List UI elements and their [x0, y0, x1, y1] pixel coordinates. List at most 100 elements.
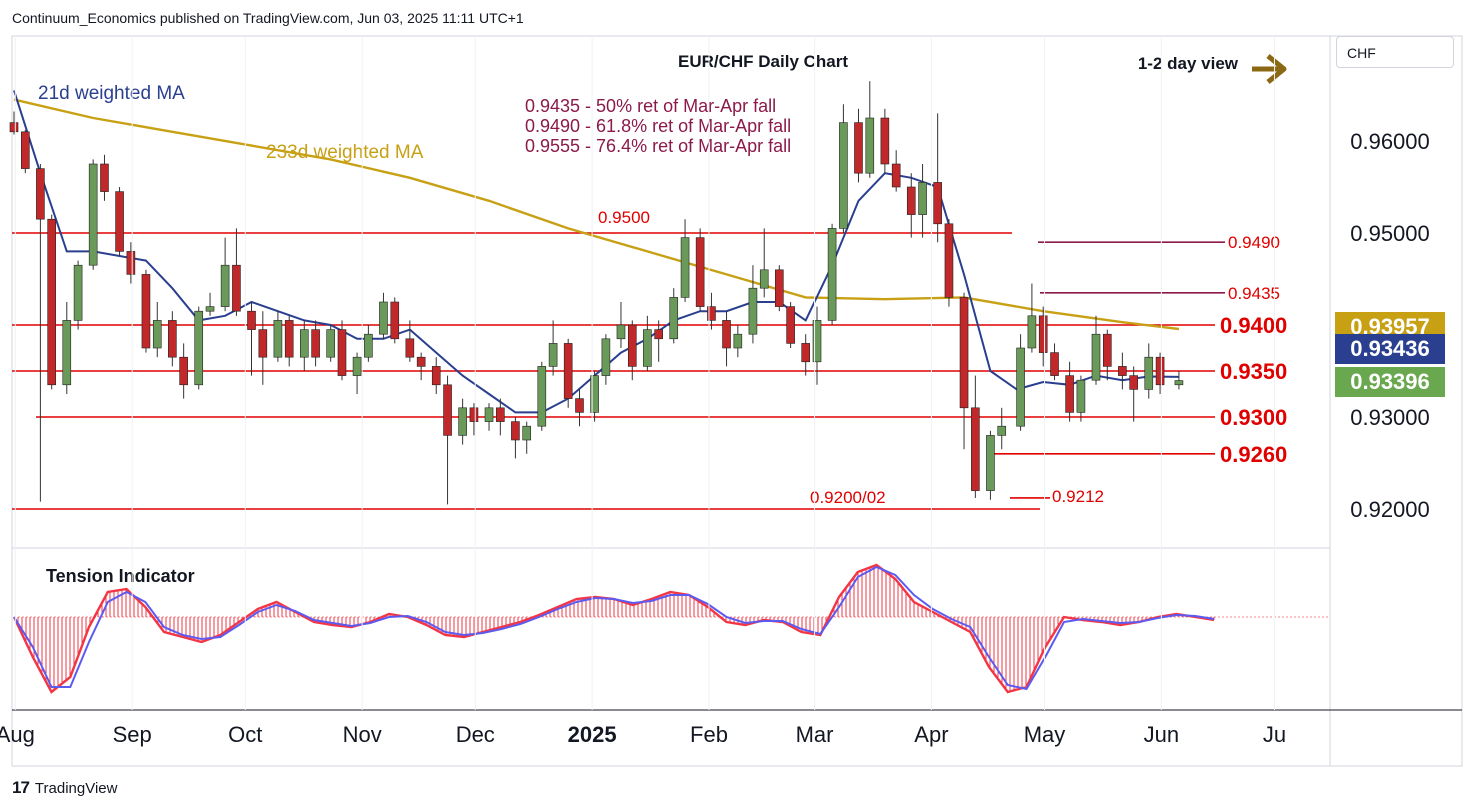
candle-body: [680, 237, 690, 298]
price-badge-label: 0.93396: [1350, 369, 1430, 394]
candle-body: [431, 366, 441, 386]
candle-body: [1144, 356, 1154, 390]
level-label: 0.9435: [1228, 284, 1280, 303]
candle-body: [654, 329, 663, 340]
candle-body: [194, 310, 204, 386]
candle-body: [326, 329, 335, 358]
candle-body: [152, 320, 162, 349]
price-badge: [1335, 334, 1445, 364]
candle-body: [115, 191, 124, 252]
candle-body: [1050, 352, 1059, 376]
candle-body: [311, 329, 320, 358]
candle-body: [141, 274, 151, 349]
currency-selector[interactable]: CHF: [1336, 36, 1454, 68]
candle-body: [405, 338, 415, 358]
candle-body: [205, 306, 215, 312]
candle-body: [511, 421, 520, 441]
candle-body: [933, 182, 942, 225]
candle-body: [827, 228, 837, 321]
candle-body: [443, 384, 452, 436]
candle-body: [496, 407, 505, 422]
tradingview-brand-label: TradingView: [34, 779, 118, 797]
candle-body: [786, 306, 795, 344]
candle-body: [62, 320, 72, 386]
candle-body: [258, 329, 268, 358]
candle-body: [733, 333, 743, 349]
level-label: 0.9300: [1220, 405, 1287, 430]
level-label: 0.9212: [1052, 487, 1104, 506]
candle-body: [669, 297, 679, 340]
candle-body: [379, 301, 388, 335]
candle-body: [1118, 366, 1127, 376]
candle-body: [1155, 356, 1165, 386]
right-arrow-icon: [1252, 54, 1287, 84]
candle-body: [1091, 333, 1101, 381]
candle-body: [36, 168, 45, 220]
x-tick-label: Aug: [0, 722, 35, 747]
candle-body: [352, 356, 362, 376]
candle-body: [997, 425, 1007, 436]
candle-body: [1174, 380, 1184, 386]
view-label: 1-2 day view: [1138, 54, 1239, 73]
y-tick-label: 0.92000: [1350, 497, 1430, 522]
candle-body: [971, 407, 980, 491]
x-tick-label: Nov: [343, 722, 382, 747]
candle-body: [1076, 379, 1086, 413]
published-by-header: Continuum_Economics published on Trading…: [12, 10, 524, 26]
candle-body: [484, 407, 494, 422]
candle-body: [232, 264, 241, 312]
candle-body: [469, 407, 479, 422]
candle-body: [179, 356, 188, 386]
candle-body: [695, 237, 705, 307]
fib-annotation: 0.9555 - 76.4% ret of Mar-Apr fall: [525, 136, 791, 156]
candle-body: [759, 269, 769, 289]
tension-title: Tension Indicator: [46, 566, 195, 586]
candle-body: [643, 329, 652, 367]
candle-body: [1065, 375, 1074, 413]
level-label: 0.9500: [598, 208, 650, 227]
candle-body: [616, 324, 626, 340]
candle-body: [299, 329, 309, 358]
candle-body: [458, 407, 467, 436]
candle-body: [880, 117, 890, 165]
candle-body: [47, 218, 57, 386]
candle-body: [906, 186, 916, 215]
x-tick-label: Ju: [1263, 722, 1286, 747]
x-tick-label: Dec: [456, 722, 495, 747]
candle-body: [273, 320, 283, 358]
candle-body: [537, 366, 547, 427]
x-tick-label: Sep: [113, 722, 152, 747]
candle-body: [590, 375, 599, 413]
y-tick-label: 0.95000: [1350, 221, 1430, 246]
price-badge-label: 0.93436: [1350, 336, 1430, 361]
candle-body: [364, 333, 373, 358]
ma233-line: [13, 98, 1180, 331]
candle-body: [891, 163, 901, 188]
level-label: 0.9400: [1220, 313, 1287, 338]
candle-body: [247, 310, 256, 330]
candle-body: [812, 320, 822, 363]
tradingview-logo-icon: 17: [12, 778, 30, 797]
x-tick-label: Mar: [796, 722, 834, 747]
candle-body: [775, 269, 784, 307]
tension-signal-line: [13, 565, 1215, 691]
candle-body: [337, 329, 347, 376]
fib-annotation: 0.9435 - 50% ret of Mar-Apr fall: [525, 96, 776, 116]
candle-body: [918, 182, 927, 215]
candle-body: [575, 398, 584, 413]
x-tick-label: Apr: [914, 722, 948, 747]
candle-body: [416, 356, 426, 367]
x-tick-label: Oct: [228, 722, 262, 747]
tradingview-footer[interactable]: 17 TradingView: [12, 778, 117, 798]
candle-body: [220, 264, 230, 307]
candle-body: [944, 223, 954, 298]
candle-body: [627, 324, 637, 367]
level-label: 0.9490: [1228, 233, 1280, 252]
level-label: 0.9260: [1220, 442, 1287, 467]
ma21-label: 21d weighted MA: [38, 83, 185, 104]
candle-body: [959, 297, 969, 409]
candle-body: [9, 122, 19, 133]
chart-frame: [11, 35, 1463, 767]
level-label: 0.9200/02: [810, 488, 886, 507]
